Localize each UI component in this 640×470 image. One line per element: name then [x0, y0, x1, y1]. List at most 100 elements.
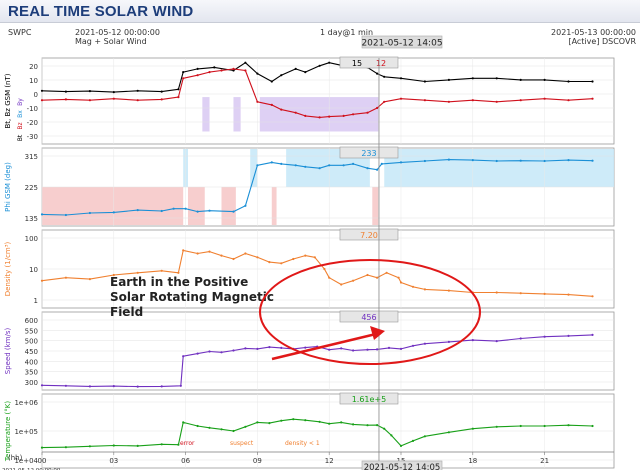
xtick-7: 21	[540, 457, 549, 465]
xtick-1: 03	[109, 457, 118, 465]
point-bt-1-18	[318, 116, 321, 119]
ytick-density-2: 1	[34, 297, 38, 305]
point-speed-0-6	[179, 384, 182, 387]
point-bt-0-22	[376, 72, 379, 75]
point-bt-1-11	[232, 67, 235, 70]
legend-1: Bz	[17, 122, 24, 129]
point-density-0-35	[567, 293, 570, 296]
point-temp-0-10	[220, 428, 223, 431]
point-temp-0-17	[304, 419, 307, 422]
point-bt-0-28	[495, 77, 498, 80]
point-speed-0-21	[352, 349, 355, 352]
point-bt-1-3	[112, 97, 115, 100]
ylabel-density: Density (1/cm³)	[4, 241, 12, 296]
point-bt-0-3	[112, 91, 115, 94]
xtick-3: 09	[253, 457, 262, 465]
point-density-0-12	[244, 252, 247, 255]
point-speed-0-1	[64, 384, 67, 387]
point-bt-0-6	[177, 88, 180, 91]
point-bt-1-14	[270, 103, 273, 106]
point-phi-0-29	[519, 159, 522, 162]
annotation-line-2: Solar Rotating Magnetic	[110, 290, 274, 304]
annotation-arrow-head	[370, 326, 385, 340]
series-temp-0	[41, 418, 593, 449]
point-bt-0-18	[328, 61, 331, 64]
annotation-line-1: Earth in the Positive	[110, 275, 248, 289]
point-density-0-14	[268, 261, 271, 264]
point-density-0-27	[399, 281, 403, 284]
point-phi-0-24	[399, 161, 403, 164]
cursor-box-density	[339, 228, 399, 241]
point-bt-0-8	[196, 67, 199, 70]
point-bt-1-31	[543, 97, 546, 100]
shade-phi-7	[372, 187, 379, 225]
point-bt-1-28	[471, 99, 474, 102]
point-temp-0-20	[340, 421, 343, 424]
shade-phi-4	[250, 149, 258, 187]
xtick-2: 06	[181, 457, 190, 465]
point-temp-0-23	[376, 424, 379, 427]
point-speed-0-29	[471, 339, 474, 342]
point-density-0-1	[64, 276, 67, 279]
point-density-0-2	[88, 278, 91, 281]
point-bt-1-9	[208, 71, 211, 74]
ylabel-temp: Temperature (°K)	[4, 401, 12, 462]
point-bt-1-25	[399, 97, 403, 100]
point-temp-0-27	[411, 439, 415, 442]
panel-bt: 20 10 0 -10 -20 -30 Bt, Bz GSM (nT) Bt Bz Bx By 15 1…	[4, 56, 615, 145]
point-bt-1-5	[160, 98, 163, 101]
point-phi-0-11	[244, 204, 247, 207]
ytick-speed-5: 350	[25, 369, 38, 377]
ytick-density-1: 10	[29, 266, 38, 274]
cursor-value-bt-0: 15	[352, 59, 362, 68]
point-bt-0-9	[213, 66, 216, 69]
point-bt-0-12	[256, 72, 259, 75]
point-speed-0-9	[208, 350, 211, 353]
point-phi-0-26	[447, 158, 450, 161]
point-bt-1-32	[567, 99, 570, 102]
point-speed-0-7	[182, 355, 185, 358]
point-bt-0-27	[471, 77, 474, 80]
panel-phi: 315 225 135 Phi GSM (deg) 233	[4, 146, 615, 227]
point-phi-0-6	[172, 207, 175, 210]
point-bt-1-12	[244, 69, 247, 72]
xtick-6: 18	[468, 457, 477, 465]
point-phi-0-4	[136, 209, 139, 212]
cursor-box-phi	[339, 146, 399, 159]
point-bt-0-15	[294, 67, 297, 70]
point-bt-0-7	[182, 71, 185, 74]
point-phi-0-13	[270, 161, 273, 164]
point-density-0-34	[543, 292, 546, 295]
point-density-0-15	[280, 262, 283, 265]
shade-bt-0	[259, 97, 379, 132]
cursor-value-temp-0: 1.61e+5	[352, 395, 387, 404]
status-legend-1: suspect	[230, 440, 254, 447]
point-phi-0-21	[366, 167, 369, 170]
cursor-box-temp	[339, 392, 399, 405]
point-density-0-30	[447, 289, 450, 292]
span-label: 1 day@1 min	[320, 28, 373, 37]
ylabel-bt: Bt, Bz GSM (nT)	[4, 73, 12, 128]
point-temp-0-21	[352, 423, 355, 426]
cursor-time: 2021-05-12 14:05	[361, 39, 442, 49]
point-bt-1-33	[591, 97, 594, 100]
point-phi-0-16	[304, 165, 307, 168]
point-bt-1-26	[423, 99, 426, 102]
point-bt-0-23	[383, 75, 386, 78]
point-bt-0-17	[318, 64, 321, 67]
point-temp-0-28	[423, 435, 426, 438]
point-density-0-19	[323, 267, 326, 271]
shade-phi-0	[42, 187, 184, 225]
point-bt-0-5	[160, 90, 163, 93]
ytick-speed-6: 300	[25, 379, 38, 387]
point-density-0-8	[196, 252, 199, 255]
point-temp-0-13	[256, 421, 259, 424]
point-speed-0-34	[591, 333, 594, 336]
point-phi-0-18	[328, 164, 331, 167]
point-speed-0-5	[160, 385, 163, 388]
point-temp-0-7	[182, 421, 185, 424]
shade-phi-8	[384, 149, 614, 187]
point-temp-0-0	[40, 446, 44, 449]
point-bt-0-1	[64, 90, 67, 93]
point-temp-0-8	[196, 424, 199, 428]
